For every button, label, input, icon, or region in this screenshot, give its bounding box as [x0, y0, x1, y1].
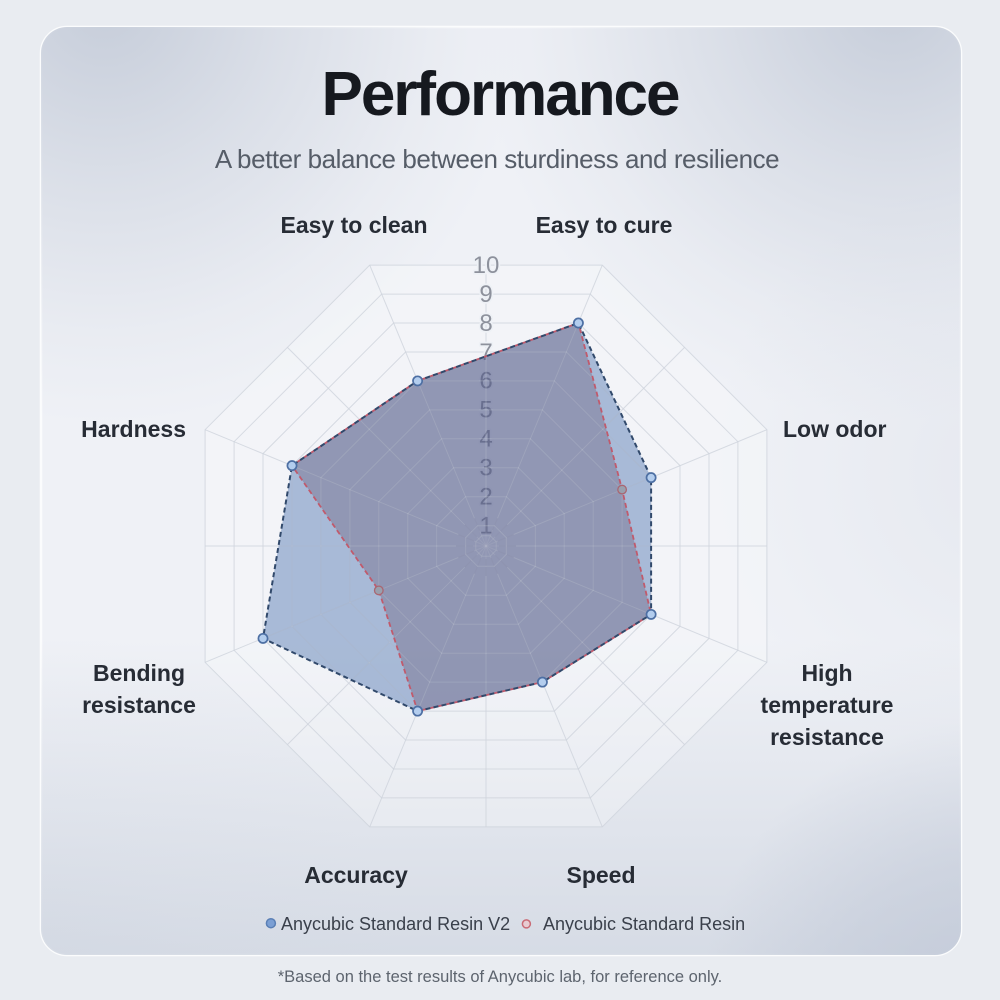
svg-text:Easy to clean: Easy to clean [280, 212, 427, 238]
svg-text:9: 9 [479, 281, 492, 308]
svg-text:10: 10 [473, 252, 500, 279]
svg-text:Accuracy: Accuracy [304, 862, 408, 888]
svg-text:Anycubic Standard Resin V2: Anycubic Standard Resin V2 [281, 914, 510, 934]
svg-text:1: 1 [479, 513, 492, 540]
svg-text:2: 2 [479, 484, 492, 511]
svg-text:Anycubic Standard Resin: Anycubic Standard Resin [543, 914, 745, 934]
svg-text:resistance: resistance [82, 692, 196, 718]
svg-text:resistance: resistance [770, 724, 884, 750]
svg-text:Speed: Speed [566, 862, 635, 888]
svg-text:Bending: Bending [93, 660, 185, 686]
svg-text:Hardness: Hardness [81, 416, 186, 442]
svg-text:Low odor: Low odor [783, 416, 887, 442]
svg-text:High: High [801, 660, 852, 686]
svg-text:A better balance between sturd: A better balance between sturdiness and … [215, 144, 779, 174]
svg-text:*Based on the test results of: *Based on the test results of Anycubic l… [278, 968, 723, 986]
svg-text:5: 5 [479, 397, 492, 424]
svg-text:7: 7 [479, 339, 492, 366]
svg-text:temperature: temperature [761, 692, 894, 718]
svg-text:4: 4 [479, 426, 492, 453]
svg-text:Easy to cure: Easy to cure [536, 212, 673, 238]
svg-text:8: 8 [479, 310, 492, 337]
svg-text:6: 6 [479, 368, 492, 395]
svg-text:Performance: Performance [321, 60, 679, 129]
svg-text:3: 3 [479, 455, 492, 482]
